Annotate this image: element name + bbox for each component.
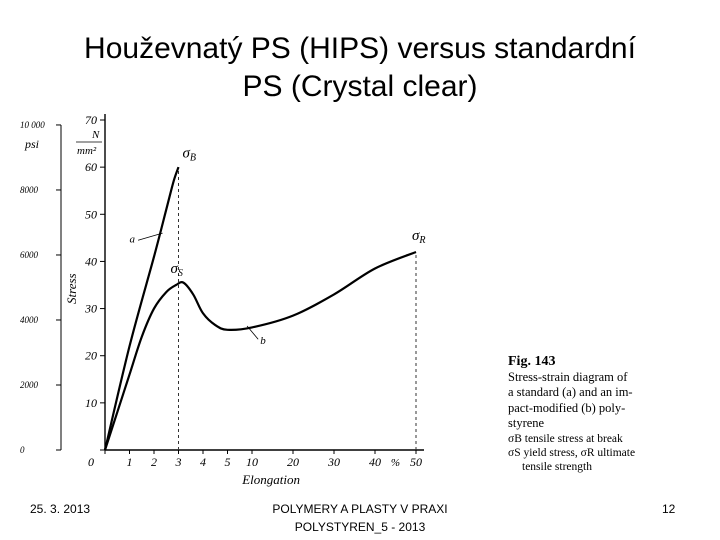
y-tick-label-nmm2: 40 xyxy=(85,254,97,268)
sigma-b-label: σB xyxy=(183,146,197,164)
y-units-right-den: mm² xyxy=(77,145,97,157)
y-tick-label-nmm2: 20 xyxy=(85,349,97,363)
series-label-b: b xyxy=(260,335,266,347)
y-tick-label-psi: 4000 xyxy=(20,315,39,325)
x-tick-label: 10 xyxy=(246,455,258,469)
x-tick-label: 30 xyxy=(327,455,340,469)
x-tick-label: 4 xyxy=(200,455,206,469)
caption-line-4: styrene xyxy=(508,416,545,430)
caption-legend-3: tensile strength xyxy=(522,460,592,473)
y-tick-label-psi: 8000 xyxy=(20,185,39,195)
caption-legend-1: σB tensile stress at break xyxy=(508,432,623,445)
y-tick-label-nmm2: 30 xyxy=(84,302,97,316)
x-tick-label: 40 xyxy=(369,455,381,469)
x-tick-label: 2 xyxy=(151,455,157,469)
y-tick-label-nmm2: 70 xyxy=(85,113,97,127)
slide-title: Houževnatý PS (HIPS) versus standardní P… xyxy=(40,30,680,106)
x-tick-label: 5 xyxy=(225,455,231,469)
y-units-left: psi xyxy=(24,137,39,151)
sigma-s-label: σS xyxy=(171,261,183,279)
x-tick-label: 3 xyxy=(175,455,182,469)
caption-line-1: Stress-strain diagram of xyxy=(508,369,628,384)
y-tick-label-psi: 2000 xyxy=(20,380,39,390)
x-axis-title: Elongation xyxy=(241,472,300,487)
series-line-a xyxy=(103,166,180,451)
sigma-r-label: σR xyxy=(412,228,426,246)
y-tick-label-psi: 6000 xyxy=(20,250,39,260)
footer-center-line-1: POLYMERY A PLASTY V PRAXI xyxy=(272,502,448,516)
footer-page-number: 12 xyxy=(662,502,676,516)
y-tick-label-nmm2: 60 xyxy=(85,160,97,174)
caption-legend-2: σS yield stress, σR ultimate xyxy=(508,446,636,459)
figure-caption: Fig. 143 Stress-strain diagram of a stan… xyxy=(508,354,678,474)
x-tick-label: 20 xyxy=(287,455,299,469)
series-leader-a xyxy=(137,232,163,241)
figure-number: Fig. 143 xyxy=(508,354,556,369)
caption-line-3: pact-modified (b) poly- xyxy=(508,400,626,415)
series-line-b xyxy=(103,250,417,451)
caption-line-2: a standard (a) and an im- xyxy=(508,385,633,399)
slide-title-line-1: Houževnatý PS (HIPS) versus standardní xyxy=(84,32,636,65)
y-tick-label-psi: 0 xyxy=(20,445,25,455)
x-tick-label: 0 xyxy=(88,455,94,469)
series-label-a: a xyxy=(130,234,136,246)
y-axis-title: Stress xyxy=(64,273,79,304)
footer-date: 25. 3. 2013 xyxy=(30,502,91,516)
footer-center: POLYMERY A PLASTY V PRAXI POLYSTYREN_5 -… xyxy=(230,500,490,536)
slide-title-line-2: PS (Crystal clear) xyxy=(242,70,478,103)
y-units-right-num: N xyxy=(91,129,100,141)
series-leader-b xyxy=(246,325,259,340)
footer-center-line-2: POLYSTYREN_5 - 2013 xyxy=(294,520,426,534)
y-tick-label-nmm2: 50 xyxy=(85,207,97,221)
y-tick-label-psi: 10 000 xyxy=(20,120,45,130)
x-tick-label: 1 xyxy=(127,455,133,469)
x-tick-label: 50 xyxy=(410,455,422,469)
y-tick-label-nmm2: 10 xyxy=(85,396,97,410)
x-unit: % xyxy=(391,457,400,469)
